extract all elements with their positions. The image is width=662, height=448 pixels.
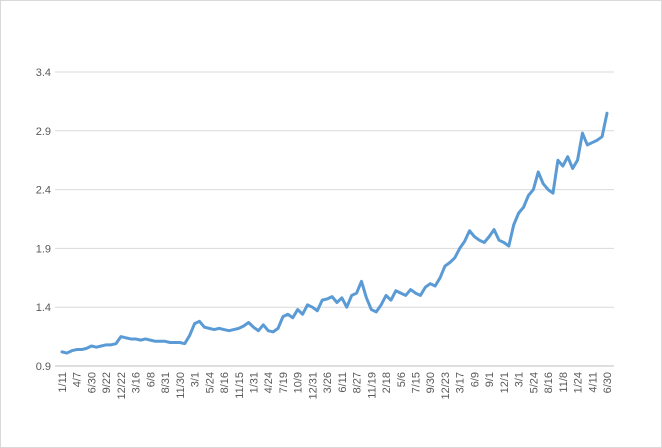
y-tick-label: 0.9 [36, 361, 51, 373]
x-tick-label: 1/31 [248, 372, 260, 393]
x-tick-label: 10/9 [293, 372, 305, 393]
x-tick-label: 6/11 [337, 372, 349, 393]
x-tick-label: 3/1 [190, 372, 202, 387]
y-tick-label: 2.9 [36, 126, 51, 138]
x-tick-label: 12/31 [307, 372, 319, 400]
x-tick-label: 7/15 [411, 372, 423, 393]
x-tick-label: 9/30 [425, 372, 437, 393]
y-tick-label: 3.4 [36, 67, 51, 79]
x-tick-label: 3/16 [131, 372, 143, 393]
x-tick-label: 6/9 [469, 372, 481, 387]
x-tick-label: 3/1 [514, 372, 526, 387]
x-tick-label: 5/6 [396, 372, 408, 387]
x-tick-label: 8/16 [543, 372, 555, 393]
x-tick-label: 7/19 [278, 372, 290, 393]
data-line [60, 111, 609, 355]
x-tick-label: 8/16 [219, 372, 231, 393]
x-tick-label: 11/19 [366, 372, 378, 399]
x-tick-label: 8/31 [160, 372, 172, 393]
x-tick-label: 4/7 [72, 372, 84, 387]
x-tick-label: 2/18 [381, 372, 393, 393]
x-tick-label: 6/30 [602, 372, 614, 393]
x-tick-label: 12/23 [440, 372, 452, 400]
x-tick-label: 1/24 [573, 372, 585, 393]
x-tick-label: 1/11 [57, 372, 69, 393]
y-tick-label: 1.4 [36, 302, 51, 314]
x-tick-label: 5/24 [528, 372, 540, 393]
x-tick-label: 6/30 [86, 372, 98, 393]
x-tick-label: 5/24 [204, 372, 216, 393]
y-tick-label: 1.9 [36, 243, 51, 255]
x-tick-label: 3/17 [455, 372, 467, 393]
x-tick-label: 8/27 [352, 372, 364, 393]
x-tick-label: 11/8 [558, 372, 570, 393]
x-tick-label: 6/8 [145, 372, 157, 387]
x-tick-label: 11/30 [175, 372, 187, 399]
x-tick-label: 9/22 [101, 372, 113, 393]
x-tick-label: 4/11 [587, 372, 599, 393]
x-tick-label: 12/22 [116, 372, 128, 400]
x-tick-label: 12/1 [499, 372, 511, 393]
x-tick-label: 4/24 [263, 372, 275, 393]
y-tick-label: 2.4 [36, 185, 51, 197]
x-tick-label: 3/26 [322, 372, 334, 393]
x-tick-label: 11/15 [234, 372, 246, 399]
x-tick-label: 9/1 [484, 372, 496, 387]
